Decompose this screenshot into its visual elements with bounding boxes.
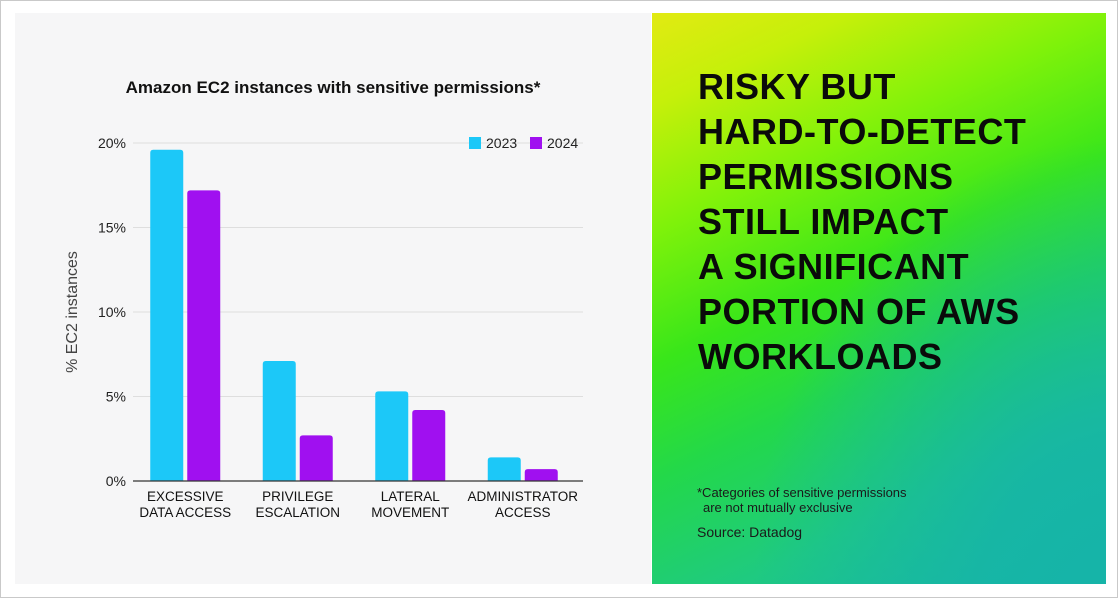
x-tick-label: ACCESS bbox=[495, 505, 551, 520]
y-tick-label: 5% bbox=[106, 389, 126, 405]
legend-label: 2024 bbox=[547, 135, 578, 151]
chart-title: Amazon EC2 instances with sensitive perm… bbox=[125, 78, 541, 97]
bar bbox=[187, 190, 221, 481]
x-tick-label: DATA ACCESS bbox=[139, 505, 231, 520]
footnote: *Categories of sensitive permissions are… bbox=[697, 485, 907, 515]
bar bbox=[487, 457, 521, 481]
x-tick-label: LATERAL bbox=[381, 489, 441, 504]
x-tick-label: ADMINISTRATOR bbox=[467, 489, 578, 504]
x-tick-label: EXCESSIVE bbox=[147, 489, 224, 504]
bar bbox=[524, 469, 558, 481]
legend-swatch bbox=[530, 137, 542, 149]
footnote-line: *Categories of sensitive permissions bbox=[697, 485, 907, 500]
headline-line: PORTION OF AWS bbox=[698, 291, 1020, 332]
y-axis-label: % EC2 instances bbox=[64, 251, 81, 373]
bar bbox=[262, 361, 296, 481]
headline-line: A SIGNIFICANT bbox=[698, 246, 970, 287]
headline-panel bbox=[652, 13, 1106, 584]
x-tick-label: ESCALATION bbox=[255, 505, 340, 520]
legend-label: 2023 bbox=[486, 135, 517, 151]
headline-line: PERMISSIONS bbox=[698, 156, 954, 197]
x-tick-label: PRIVILEGE bbox=[262, 489, 333, 504]
headline-line: RISKY BUT bbox=[698, 66, 896, 107]
y-tick-label: 0% bbox=[106, 473, 126, 489]
headline-line: WORKLOADS bbox=[698, 336, 943, 377]
legend: 2023 2024 bbox=[469, 135, 578, 151]
footnote-line: are not mutually exclusive bbox=[703, 500, 853, 515]
x-tick-label: MOVEMENT bbox=[371, 505, 449, 520]
y-tick-label: 10% bbox=[98, 304, 126, 320]
headline: RISKY BUT HARD-TO-DETECT PERMISSIONS STI… bbox=[698, 64, 1026, 379]
y-axis-ticks: 0% 5% 10% 15% 20% bbox=[98, 135, 126, 489]
chart-panel bbox=[15, 13, 651, 584]
bar bbox=[150, 149, 184, 481]
source-note: Source: Datadog bbox=[697, 524, 803, 540]
y-tick-label: 15% bbox=[98, 220, 126, 236]
headline-line: HARD-TO-DETECT bbox=[698, 111, 1027, 152]
bar bbox=[299, 435, 333, 481]
bar bbox=[412, 410, 446, 481]
y-tick-label: 20% bbox=[98, 135, 126, 151]
bars bbox=[150, 149, 558, 481]
legend-swatch bbox=[469, 137, 481, 149]
headline-line: STILL IMPACT bbox=[698, 201, 949, 242]
bar bbox=[375, 391, 409, 481]
